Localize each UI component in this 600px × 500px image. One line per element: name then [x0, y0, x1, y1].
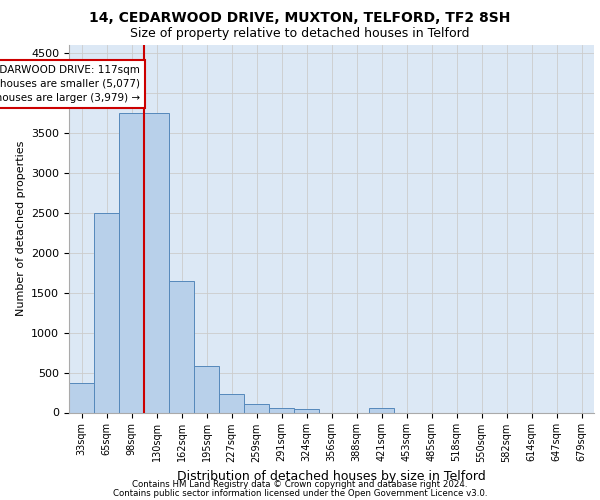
Bar — [144, 113, 169, 412]
Bar — [244, 404, 269, 412]
Text: 14 CEDARWOOD DRIVE: 117sqm
← 55% of detached houses are smaller (5,077)
43% of s: 14 CEDARWOOD DRIVE: 117sqm ← 55% of deta… — [0, 65, 140, 103]
X-axis label: Distribution of detached houses by size in Telford: Distribution of detached houses by size … — [177, 470, 486, 483]
Text: 14, CEDARWOOD DRIVE, MUXTON, TELFORD, TF2 8SH: 14, CEDARWOOD DRIVE, MUXTON, TELFORD, TF… — [89, 12, 511, 26]
Text: Size of property relative to detached houses in Telford: Size of property relative to detached ho… — [130, 28, 470, 40]
Y-axis label: Number of detached properties: Number of detached properties — [16, 141, 26, 316]
Bar — [369, 408, 394, 412]
Text: Contains public sector information licensed under the Open Government Licence v3: Contains public sector information licen… — [113, 488, 487, 498]
Bar — [69, 383, 94, 412]
Text: Contains HM Land Registry data © Crown copyright and database right 2024.: Contains HM Land Registry data © Crown c… — [132, 480, 468, 489]
Bar — [194, 366, 219, 412]
Bar — [119, 113, 144, 412]
Bar — [94, 213, 119, 412]
Bar — [169, 282, 194, 412]
Bar — [269, 408, 294, 412]
Bar — [219, 394, 244, 412]
Bar — [294, 410, 319, 412]
